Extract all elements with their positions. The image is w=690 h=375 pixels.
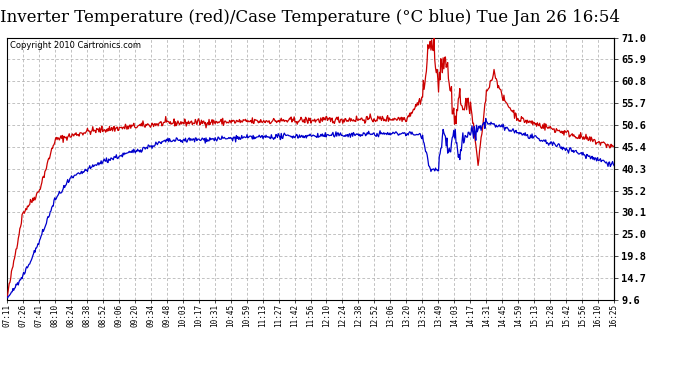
- Text: Copyright 2010 Cartronics.com: Copyright 2010 Cartronics.com: [10, 42, 141, 51]
- Text: Inverter Temperature (red)/Case Temperature (°C blue) Tue Jan 26 16:54: Inverter Temperature (red)/Case Temperat…: [1, 9, 620, 26]
